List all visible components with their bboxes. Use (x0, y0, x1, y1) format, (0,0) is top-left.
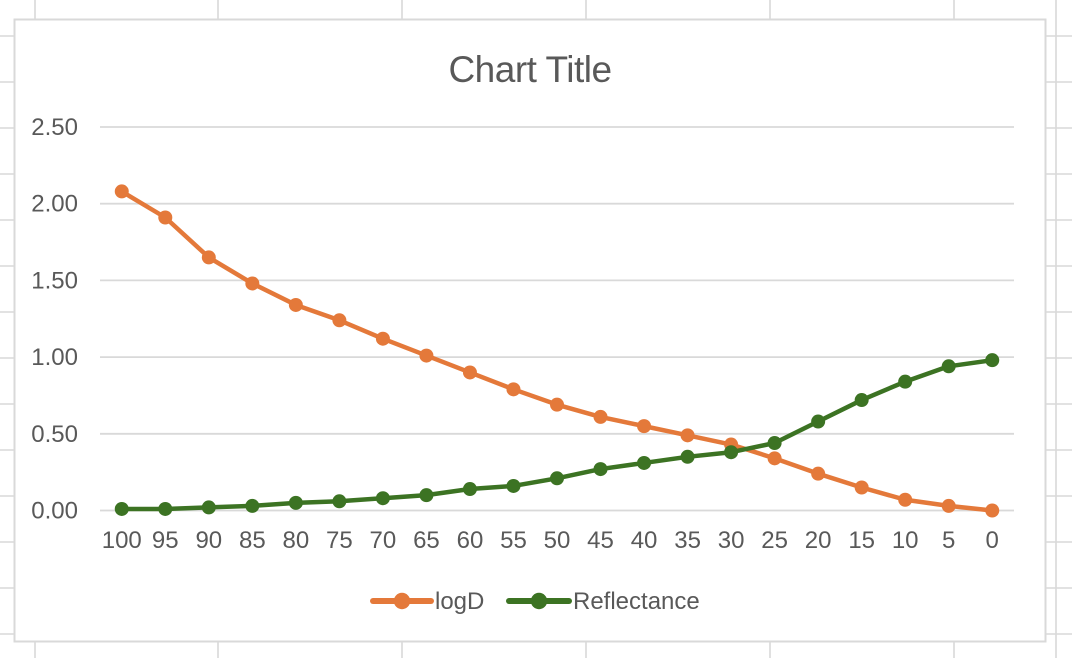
data-point-marker[interactable] (724, 445, 739, 460)
data-point-marker[interactable] (767, 436, 782, 451)
x-tick-label: 20 (805, 527, 832, 554)
data-point-marker[interactable] (637, 455, 652, 470)
x-tick-label: 25 (761, 527, 788, 554)
plot-series[interactable] (114, 184, 1000, 518)
x-tick-label: 55 (500, 527, 527, 554)
chart-object[interactable]: Chart Title 0.000.501.001.502.002.50 100… (13, 18, 1047, 643)
y-tick-label: 2.00 (31, 191, 78, 218)
data-point-marker[interactable] (637, 419, 652, 434)
data-point-marker[interactable] (680, 428, 695, 443)
x-tick-label: 95 (152, 527, 179, 554)
data-point-marker[interactable] (201, 250, 216, 265)
data-point-marker[interactable] (288, 495, 303, 510)
x-tick-label: 45 (587, 527, 614, 554)
data-point-marker[interactable] (506, 382, 521, 397)
legend[interactable]: logD Reflectance (370, 588, 700, 615)
data-point-marker[interactable] (375, 491, 390, 506)
data-point-marker[interactable] (419, 488, 434, 503)
series-Reflectance[interactable] (114, 353, 1000, 516)
data-point-marker[interactable] (854, 393, 869, 408)
data-point-marker[interactable] (985, 503, 1000, 518)
y-tick-label: 0.00 (31, 498, 78, 525)
data-point-marker[interactable] (898, 492, 913, 507)
x-tick-label: 75 (326, 527, 353, 554)
data-point-marker[interactable] (898, 374, 913, 389)
legend-marker-dot (393, 592, 411, 610)
y-axis-tick-labels[interactable]: 0.00 0.50 1.00 1.50 2.00 2.50 (31, 114, 78, 525)
chart-title[interactable]: Chart Title (448, 49, 612, 90)
data-point-marker[interactable] (941, 359, 956, 374)
series-logD[interactable] (114, 184, 1000, 518)
data-point-marker[interactable] (288, 297, 303, 312)
legend-label[interactable]: logD (435, 588, 484, 615)
x-tick-label: 90 (195, 527, 222, 554)
x-tick-label: 30 (718, 527, 745, 554)
data-point-marker[interactable] (245, 276, 260, 291)
x-tick-label: 40 (631, 527, 658, 554)
data-point-marker[interactable] (245, 498, 260, 513)
y-tick-label: 1.00 (31, 344, 78, 371)
data-point-marker[interactable] (811, 466, 826, 481)
data-point-marker[interactable] (158, 501, 173, 516)
data-point-marker[interactable] (680, 449, 695, 464)
legend-marker-dot (530, 592, 548, 610)
x-tick-label: 5 (942, 527, 955, 554)
y-tick-label: 2.50 (31, 114, 78, 141)
data-point-marker[interactable] (375, 331, 390, 346)
data-point-marker[interactable] (201, 500, 216, 515)
legend-label[interactable]: Reflectance (573, 588, 700, 615)
x-tick-label: 50 (544, 527, 571, 554)
data-point-marker[interactable] (114, 501, 129, 516)
chart-frame[interactable] (13, 18, 1047, 643)
y-tick-label: 0.50 (31, 421, 78, 448)
x-tick-label: 35 (674, 527, 701, 554)
data-point-marker[interactable] (114, 184, 129, 199)
data-point-marker[interactable] (158, 210, 173, 225)
x-tick-label: 15 (848, 527, 875, 554)
x-tick-label: 60 (457, 527, 484, 554)
data-point-marker[interactable] (854, 480, 869, 495)
data-point-marker[interactable] (593, 409, 608, 424)
y-tick-label: 1.50 (31, 267, 78, 294)
legend-item-logD[interactable]: logD (370, 588, 484, 615)
data-point-marker[interactable] (462, 365, 477, 380)
x-tick-label: 100 (102, 527, 142, 554)
data-point-marker[interactable] (332, 494, 347, 509)
data-point-marker[interactable] (941, 498, 956, 513)
x-tick-label: 65 (413, 527, 440, 554)
x-tick-label: 85 (239, 527, 266, 554)
data-point-marker[interactable] (550, 397, 564, 412)
legend-item-Reflectance[interactable]: Reflectance (506, 588, 700, 615)
data-point-marker[interactable] (462, 482, 477, 497)
x-tick-label: 80 (283, 527, 310, 554)
x-tick-label: 0 (986, 527, 999, 554)
x-tick-label: 70 (370, 527, 397, 554)
x-tick-label: 10 (892, 527, 919, 554)
data-point-marker[interactable] (419, 348, 434, 363)
data-point-marker[interactable] (506, 478, 521, 493)
data-point-marker[interactable] (767, 451, 782, 466)
x-axis-tick-labels[interactable]: 100 95 90 85 80 75 70 65 60 55 50 45 40 35 30 25 20 15 10 5… (102, 527, 999, 554)
data-point-marker[interactable] (332, 313, 347, 328)
data-point-marker[interactable] (985, 353, 1000, 368)
data-point-marker[interactable] (811, 414, 826, 429)
data-point-marker[interactable] (593, 462, 608, 477)
data-point-marker[interactable] (550, 471, 564, 486)
